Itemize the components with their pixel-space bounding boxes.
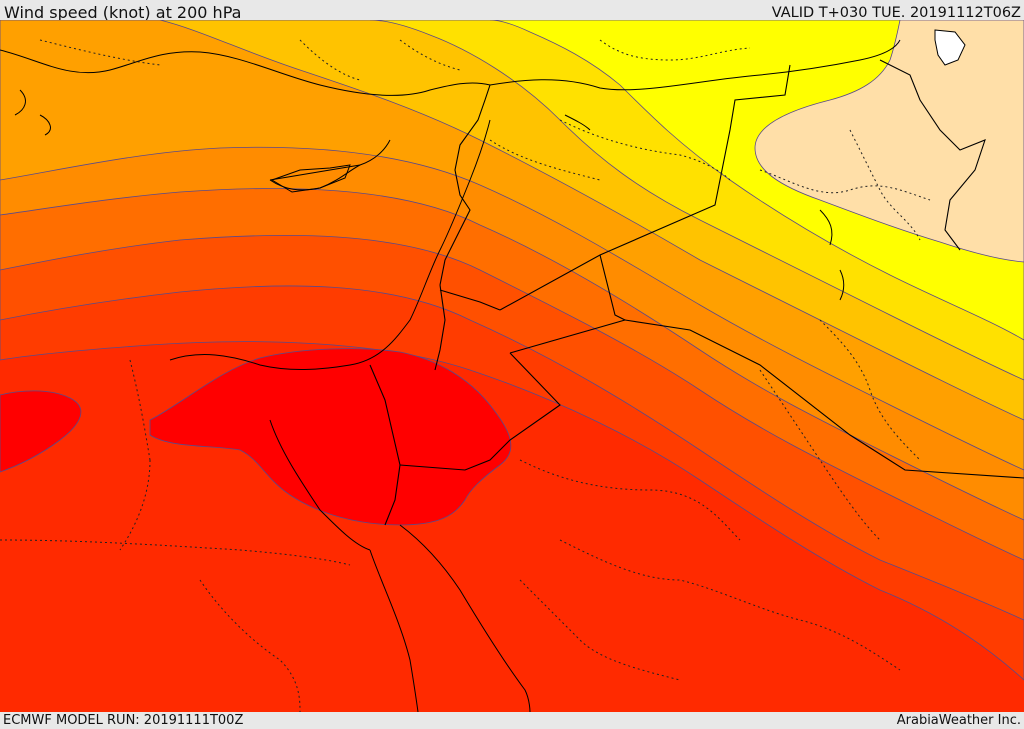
band-core-west (0, 390, 82, 473)
band-core-central (149, 348, 512, 526)
province-borders (0, 39, 931, 712)
map-canvas (0, 20, 1024, 712)
map-header: Wind speed (knot) at 200 hPa VALID T+030… (0, 0, 1024, 22)
island-shape (270, 164, 351, 193)
provider-label: ArabiaWeather Inc. (896, 713, 1021, 728)
valid-time-label: VALID T+030 TUE. 20191112T06Z (771, 5, 1021, 21)
band-peach (754, 20, 1024, 263)
wind-speed-map (0, 20, 1024, 712)
national-borders (369, 59, 1024, 526)
map-footer: ECMWF MODEL RUN: 20191111T00Z ArabiaWeat… (0, 712, 1024, 729)
lake-shape (934, 29, 966, 66)
model-run-label: ECMWF MODEL RUN: 20191111T00Z (3, 713, 244, 728)
map-title: Wind speed (knot) at 200 hPa (4, 3, 242, 22)
